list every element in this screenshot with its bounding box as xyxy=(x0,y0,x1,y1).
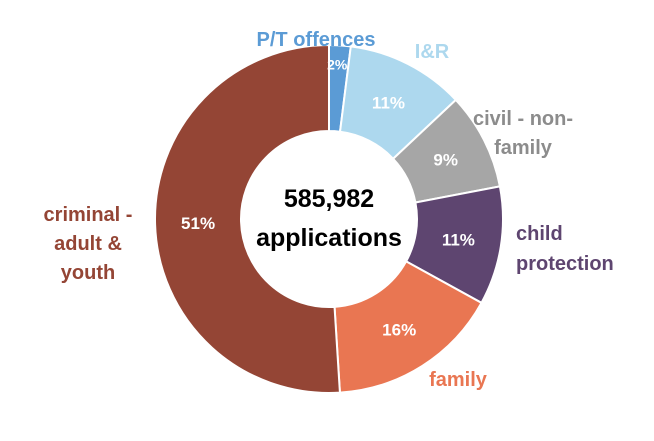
category-label-line: adult & xyxy=(54,233,122,255)
category-label-line: P/T offences xyxy=(257,29,376,51)
category-label-line: civil - non- xyxy=(473,108,573,130)
category-label-criminal-adult-youth: criminal - adult & youth xyxy=(44,204,133,284)
category-label-child-protection: child protection xyxy=(516,223,614,275)
category-label-line: criminal - xyxy=(44,204,133,226)
pct-label-i-r: 11% xyxy=(372,93,405,112)
category-label-line: I&R xyxy=(415,41,450,63)
category-label-line: child xyxy=(516,223,563,245)
category-label-p-t-offences: P/T offences xyxy=(257,29,376,51)
category-label-family: family xyxy=(429,369,488,391)
pct-label-family: 16% xyxy=(382,321,416,340)
pct-label-p-t-offences: 2% xyxy=(327,56,348,72)
pct-label-criminal-adult-youth: 51% xyxy=(181,214,215,233)
category-label-line: youth xyxy=(61,262,115,284)
category-label-civil-non-family: civil - non-family xyxy=(473,108,573,159)
category-label-line: protection xyxy=(516,253,614,275)
donut-slices xyxy=(154,43,504,394)
center-label-line-1: 585,982 xyxy=(284,185,374,213)
center-label: 585,982 applications xyxy=(256,185,402,252)
slice-criminal-adult-youth xyxy=(154,43,341,394)
category-labels: P/T offences I&R civil - non-family child pr… xyxy=(44,29,614,391)
category-label-i-r: I&R xyxy=(415,41,450,63)
pct-label-child-protection: 11% xyxy=(442,230,475,249)
center-label-line-2: applications xyxy=(256,224,402,252)
percentage-labels: 2% 11% 9% 11% 16% 51% xyxy=(181,56,475,339)
category-label-line: family xyxy=(494,137,553,159)
pct-label-civil-non-family: 9% xyxy=(433,151,458,170)
category-label-line: family xyxy=(429,369,488,391)
